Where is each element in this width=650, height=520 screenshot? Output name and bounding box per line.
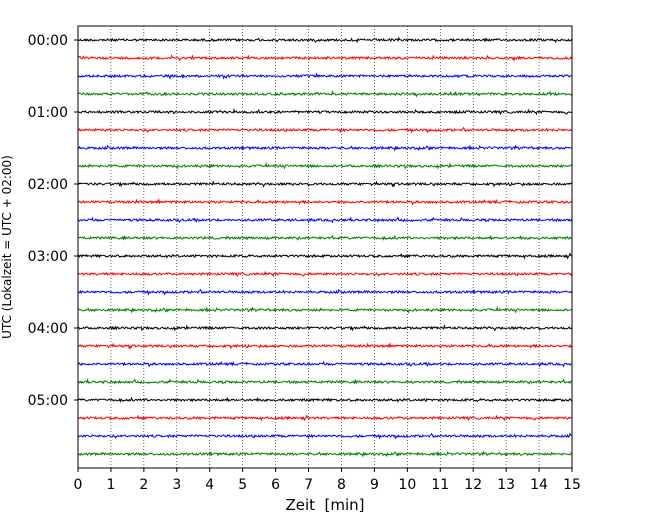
- trace-0430: [77, 360, 572, 368]
- x-tick-label: 13: [497, 477, 515, 493]
- trace-0200: [77, 180, 572, 188]
- trace-0530: [77, 432, 572, 440]
- x-tick-label: 5: [238, 477, 247, 493]
- trace-0045: [77, 90, 573, 98]
- y-tick-label: 00:00: [28, 33, 68, 49]
- y-tick-label: 03:00: [28, 249, 68, 265]
- x-tick-label: 0: [74, 477, 83, 493]
- x-tick-label: 7: [304, 477, 313, 493]
- trace-0330: [77, 288, 573, 296]
- x-tick-label: 11: [431, 477, 449, 493]
- trace-0300: [77, 252, 572, 260]
- x-tick-label: 1: [106, 477, 115, 493]
- trace-0315: [77, 270, 573, 278]
- x-axis: 0 1 2 3 4 5 6 7 8 9 10 11 12 13 14 15: [74, 468, 581, 493]
- x-tick-label: 6: [271, 477, 280, 493]
- trace-0015: [77, 54, 573, 63]
- x-axis-label: Zeit [min]: [285, 496, 364, 514]
- y-tick-label: 04:00: [28, 321, 68, 337]
- trace-0100: [77, 108, 572, 116]
- trace-0000: [77, 36, 573, 44]
- y-tick-label: 02:00: [28, 177, 68, 193]
- trace-0400: [77, 324, 572, 332]
- trace-0130: [77, 144, 572, 152]
- trace-0245: [77, 234, 572, 241]
- trace-0145: [77, 161, 572, 170]
- trace-0215: [77, 197, 572, 206]
- trace-0230: [77, 216, 573, 224]
- trace-0500: [77, 396, 572, 403]
- y-axis-label: UTC (Lokalzeit = UTC + 02:00): [0, 155, 14, 339]
- trace-0345: [77, 305, 572, 314]
- y-tick-label: 01:00: [28, 105, 68, 121]
- x-tick-label: 12: [464, 477, 482, 493]
- trace-0445: [77, 378, 572, 385]
- x-tick-label: 8: [337, 477, 346, 493]
- x-tick-label: 2: [139, 477, 148, 493]
- trace-0515: [77, 414, 572, 422]
- y-tick-label: 05:00: [28, 393, 68, 409]
- trace-0545: [77, 450, 572, 458]
- x-tick-label: 9: [370, 477, 379, 493]
- trace-layer: [77, 36, 573, 458]
- x-tick-label: 15: [563, 477, 581, 493]
- x-tick-label: 3: [172, 477, 181, 493]
- trace-0415: [77, 341, 573, 350]
- grid-layer: [110, 26, 540, 468]
- y-axis: 00:00 01:00 02:00 03:00 04:00 05:00: [28, 33, 78, 409]
- trace-0030: [77, 72, 572, 80]
- x-tick-label: 10: [398, 477, 416, 493]
- x-tick-label: 14: [530, 477, 548, 493]
- plot-area-frame: [77, 25, 573, 469]
- x-tick-label: 4: [205, 477, 214, 493]
- trace-0115: [77, 126, 572, 134]
